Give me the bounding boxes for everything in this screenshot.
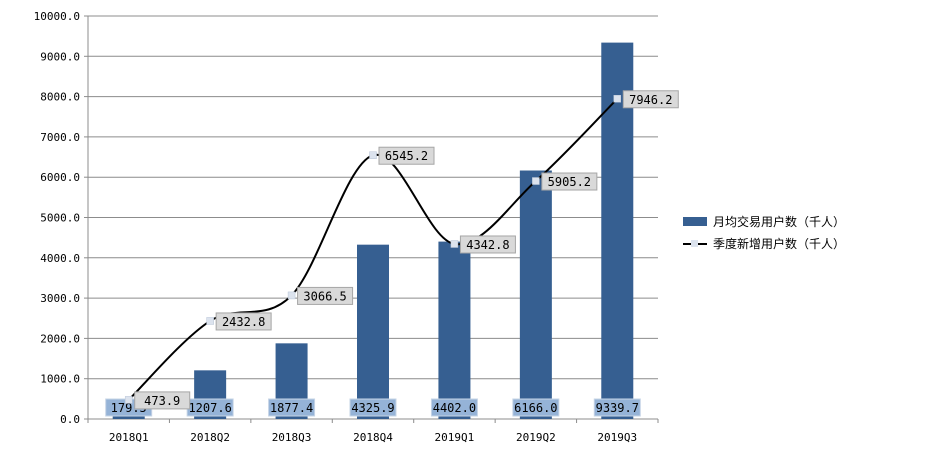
y-tick-label: 7000.0: [40, 131, 80, 144]
line-value-box: [297, 286, 354, 305]
bar-value-label: 1207.6: [188, 401, 231, 415]
line-value-label: 473.9: [144, 394, 180, 408]
bar-value-box: [512, 398, 560, 417]
line-value-label: 7946.2: [629, 93, 672, 107]
bar-value-box: [349, 398, 397, 417]
y-tick-label: 3000.0: [40, 292, 80, 305]
line-marker: [206, 317, 214, 325]
y-tick-label: 1000.0: [40, 373, 80, 386]
bar: [438, 241, 471, 419]
line-value-box: [215, 312, 272, 331]
y-tick-label: 2000.0: [40, 332, 80, 345]
line-value-box: [378, 146, 435, 165]
y-tick-label: 8000.0: [40, 91, 80, 104]
y-tick-label: 4000.0: [40, 252, 80, 265]
line-marker: [450, 240, 459, 248]
line-marker: [124, 396, 133, 404]
x-tick-label: 2018Q4: [353, 431, 393, 444]
line-value-box: [459, 235, 516, 254]
x-tick-label: 2018Q1: [109, 431, 149, 444]
legend-bar-swatch: [683, 216, 707, 226]
x-tick-label: 2018Q3: [272, 431, 312, 444]
line-value-label: 4342.8: [466, 238, 509, 252]
line-value-box: [622, 90, 679, 109]
line-value-label: 2432.8: [222, 315, 265, 329]
line-marker: [532, 177, 540, 185]
bar-value-label: 9339.7: [596, 401, 639, 415]
line-marker: [287, 291, 296, 300]
legend-item-bar: 月均交易用户数（千人）: [683, 210, 845, 232]
x-tick-label: 2019Q2: [516, 431, 556, 444]
line-value-label: 6545.2: [385, 149, 428, 163]
bar-value-box: [268, 398, 316, 417]
line-marker: [369, 151, 377, 159]
y-tick-label: 0.0: [60, 413, 80, 426]
bar-value-label: 1877.4: [270, 401, 313, 415]
legend-label-line: 季度新增用户数（千人）: [713, 236, 846, 251]
bar: [519, 170, 552, 419]
bar: [357, 244, 389, 419]
y-tick-label: 10000.0: [34, 10, 80, 23]
y-tick-label: 6000.0: [40, 171, 80, 184]
legend: 月均交易用户数（千人） 季度新增用户数（千人）: [683, 210, 845, 254]
y-tick-label: 5000.0: [40, 212, 80, 225]
legend-line-swatch: [683, 239, 707, 248]
bar-value-box: [430, 398, 478, 417]
legend-label-bar: 月均交易用户数（千人）: [713, 214, 846, 229]
bar-value-box: [593, 398, 641, 417]
x-tick-label: 2019Q1: [435, 431, 475, 444]
bar-value-label: 6166.0: [514, 401, 557, 415]
bar-value-label: 4402.0: [433, 401, 476, 415]
line-value-label: 5905.2: [548, 175, 591, 189]
bar-value-label: 4325.9: [351, 401, 394, 415]
line-value-label: 3066.5: [303, 289, 346, 303]
x-tick-label: 2019Q3: [597, 431, 637, 444]
legend-item-line: 季度新增用户数（千人）: [683, 232, 845, 254]
line-value-box: [134, 391, 191, 410]
y-tick-label: 9000.0: [40, 50, 80, 63]
line-marker: [613, 95, 622, 103]
x-tick-label: 2018Q2: [190, 431, 230, 444]
line-value-box: [541, 172, 598, 191]
